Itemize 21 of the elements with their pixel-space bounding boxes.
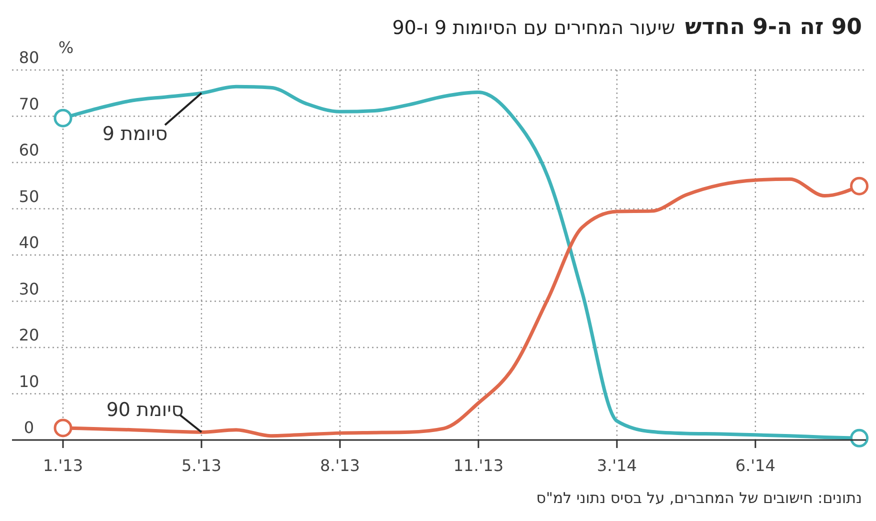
chart-subtitle: שיעור המחירים עם הסיומות 9 ו-90 xyxy=(392,17,676,39)
y-tick-label: 20 xyxy=(18,326,40,344)
x-tick-label: 6.'14 xyxy=(735,456,776,475)
y-axis-title: % xyxy=(58,38,74,57)
y-tick-label: 60 xyxy=(18,140,40,160)
x-tick-label: 5.'13 xyxy=(181,456,222,475)
x-tick-label: 11.'13 xyxy=(453,456,504,475)
x-tick-label: 8.'13 xyxy=(320,456,360,475)
y-tick-label: 10 xyxy=(18,372,40,391)
y-tick-label: 50 xyxy=(18,186,40,206)
y-tick-label: 30 xyxy=(18,279,40,298)
series-label: סיומת 9 xyxy=(102,123,168,145)
y-tick-label: 80 xyxy=(18,48,40,67)
x-tick-label: 3.'14 xyxy=(596,456,637,475)
y-tick-label: 0 xyxy=(24,418,34,437)
text: נתונים: חישובים של המחברים, על בסיס נתוני למ"ס xyxy=(536,489,862,507)
series-label: סיומת 90 xyxy=(106,399,184,421)
chart-title: 90 זה ה-9 החדש xyxy=(685,15,862,40)
x-tick-label: 1.'13 xyxy=(42,456,84,475)
y-tick-label: 70 xyxy=(18,94,40,114)
y-tick-label: 40 xyxy=(18,233,40,252)
